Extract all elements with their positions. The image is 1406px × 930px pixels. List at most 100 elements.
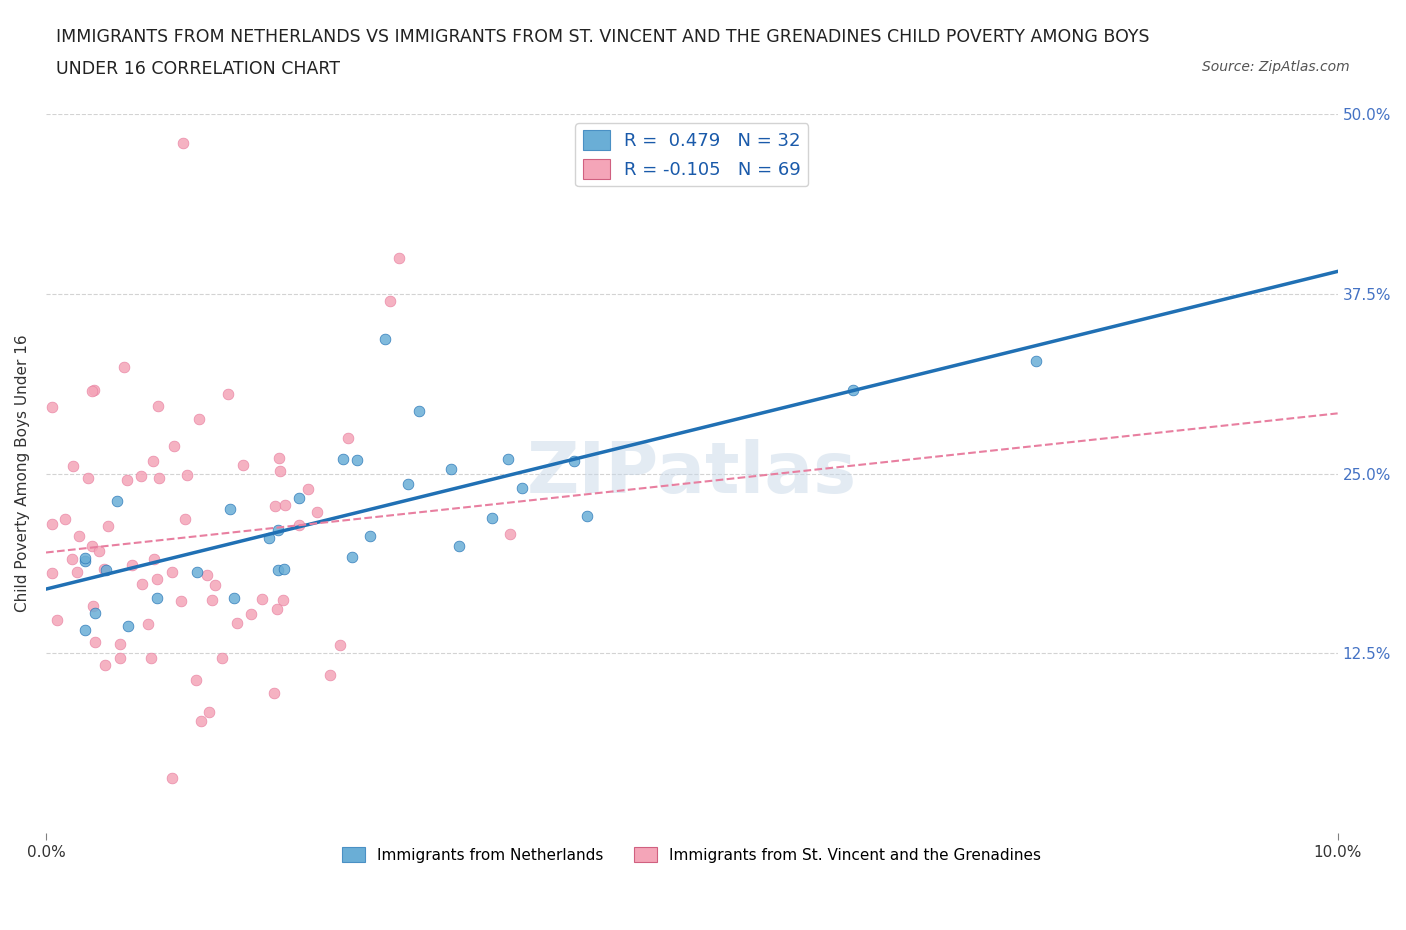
Text: IMMIGRANTS FROM NETHERLANDS VS IMMIGRANTS FROM ST. VINCENT AND THE GRENADINES CH: IMMIGRANTS FROM NETHERLANDS VS IMMIGRANT…	[56, 28, 1150, 46]
Point	[84, 635, 107, 650]
Point	[163, 439, 186, 454]
Point	[190, 713, 212, 728]
Point	[440, 461, 463, 476]
Point	[841, 383, 863, 398]
Point	[217, 387, 239, 402]
Point	[287, 517, 309, 532]
Point	[94, 658, 117, 672]
Point	[359, 528, 381, 543]
Point	[263, 686, 285, 701]
Point	[271, 593, 294, 608]
Point	[198, 704, 221, 719]
Point	[162, 565, 184, 579]
Point	[481, 511, 503, 525]
Point	[174, 512, 197, 526]
Point	[93, 562, 115, 577]
Point	[145, 572, 167, 587]
Point	[73, 622, 96, 637]
Point	[187, 412, 209, 427]
Point	[250, 591, 273, 606]
Point	[146, 591, 169, 605]
Point	[231, 458, 253, 472]
Point	[211, 651, 233, 666]
Point	[67, 529, 90, 544]
Legend: Immigrants from Netherlands, Immigrants from St. Vincent and the Grenadines: Immigrants from Netherlands, Immigrants …	[336, 841, 1047, 869]
Point	[82, 599, 104, 614]
Point	[131, 469, 153, 484]
Point	[267, 523, 290, 538]
Point	[142, 551, 165, 566]
Point	[65, 565, 87, 580]
Point	[146, 399, 169, 414]
Point	[184, 672, 207, 687]
Point	[131, 577, 153, 591]
Text: Source: ZipAtlas.com: Source: ZipAtlas.com	[1202, 60, 1350, 74]
Point	[112, 360, 135, 375]
Point	[388, 250, 411, 265]
Point	[45, 612, 67, 627]
Text: ZIPatlas: ZIPatlas	[527, 439, 856, 508]
Point	[108, 636, 131, 651]
Point	[172, 136, 194, 151]
Point	[41, 399, 63, 414]
Point	[77, 471, 100, 485]
Point	[287, 491, 309, 506]
Point	[84, 605, 107, 620]
Point	[139, 650, 162, 665]
Point	[305, 505, 328, 520]
Point	[318, 668, 340, 683]
Point	[73, 551, 96, 565]
Point	[41, 517, 63, 532]
Point	[496, 452, 519, 467]
Point	[201, 592, 224, 607]
Point	[117, 473, 139, 488]
Point	[273, 562, 295, 577]
Point	[257, 531, 280, 546]
Point	[1025, 354, 1047, 369]
Point	[108, 650, 131, 665]
Point	[340, 550, 363, 565]
Point	[374, 332, 396, 347]
Point	[41, 566, 63, 581]
Point	[297, 481, 319, 496]
Point	[73, 553, 96, 568]
Point	[380, 294, 402, 309]
Point	[329, 638, 352, 653]
Y-axis label: Child Poverty Among Boys Under 16: Child Poverty Among Boys Under 16	[15, 335, 30, 612]
Point	[396, 476, 419, 491]
Point	[142, 454, 165, 469]
Point	[498, 527, 520, 542]
Point	[62, 458, 84, 473]
Point	[224, 591, 246, 605]
Point	[148, 471, 170, 485]
Point	[170, 593, 193, 608]
Point	[105, 494, 128, 509]
Point	[218, 502, 240, 517]
Point	[136, 617, 159, 631]
Point	[162, 771, 184, 786]
Point	[269, 450, 291, 465]
Point	[562, 453, 585, 468]
Point	[195, 568, 218, 583]
Point	[176, 468, 198, 483]
Point	[225, 615, 247, 630]
Point	[337, 431, 360, 445]
Text: UNDER 16 CORRELATION CHART: UNDER 16 CORRELATION CHART	[56, 60, 340, 78]
Point	[263, 498, 285, 513]
Point	[97, 518, 120, 533]
Point	[274, 498, 297, 512]
Point	[240, 607, 263, 622]
Point	[82, 384, 104, 399]
Point	[89, 543, 111, 558]
Point	[80, 538, 103, 553]
Point	[83, 382, 105, 397]
Point	[267, 563, 290, 578]
Point	[332, 451, 354, 466]
Point	[121, 558, 143, 573]
Point	[266, 601, 288, 616]
Point	[512, 481, 534, 496]
Point	[117, 618, 139, 633]
Point	[53, 512, 76, 526]
Point	[204, 578, 226, 593]
Point	[575, 509, 598, 524]
